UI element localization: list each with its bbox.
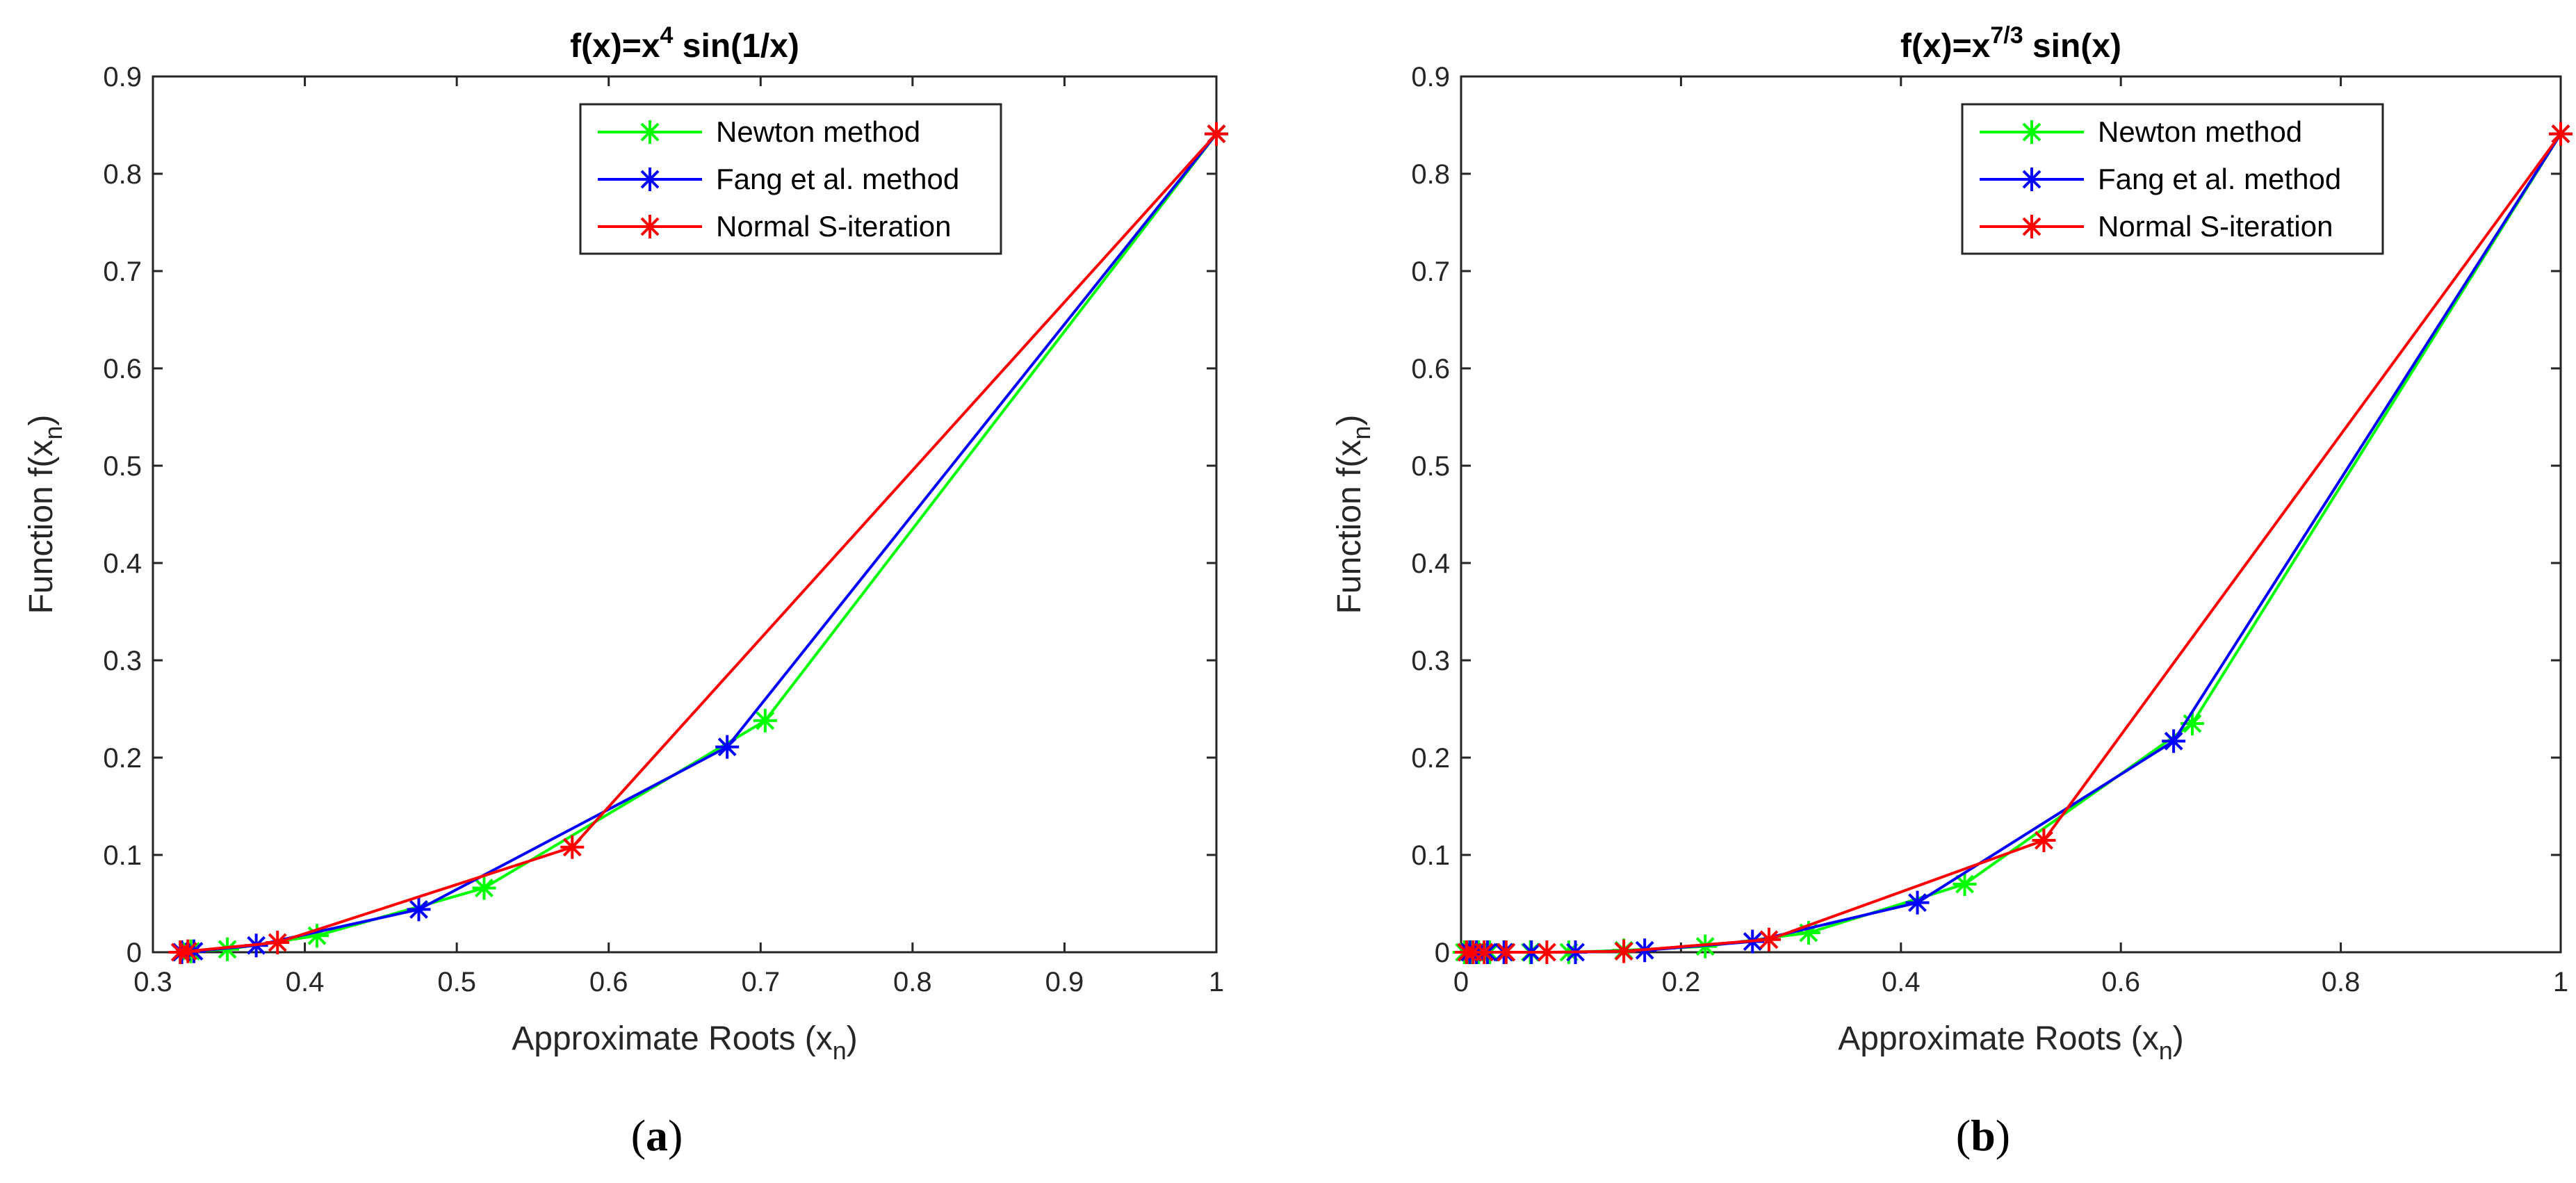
legend-label: Fang et al. method (716, 163, 959, 195)
x-tick-label: 0.7 (741, 967, 780, 997)
data-point (1205, 122, 1228, 146)
chart-panel-a: f(x)=x4 sin(1/x) 0.3 0.4 0.5 0.6 0.7 0.8 0.9 10… (23, 22, 1228, 1160)
legend-label: Fang et al. method (2098, 163, 2341, 195)
chart-title: f(x)=x7/3 sin(x) (1900, 22, 2121, 65)
data-point (1905, 890, 1930, 915)
data-point (266, 931, 290, 954)
x-tick-label: 0.8 (893, 967, 932, 997)
data-point (2032, 829, 2056, 852)
x-tick-label: 0.2 (1662, 967, 1701, 997)
data-point (1953, 872, 1977, 896)
data-point (305, 924, 329, 948)
legend: Newton method Fang et al. method Normal S-… (579, 103, 1002, 255)
data-point (2549, 122, 2573, 146)
y-tick-label: 0.5 (1411, 451, 1450, 482)
y-tick-label: 0.1 (1411, 840, 1450, 871)
figure-caption-b: (b) (1956, 1111, 2010, 1160)
data-point (715, 735, 740, 759)
legend-marker (2020, 120, 2044, 144)
x-tick-label: 0.6 (2101, 967, 2140, 997)
y-axis-label: Function f(xn) (1331, 415, 1376, 614)
y-tick-label: 0.3 (103, 646, 142, 676)
legend-label: Newton method (716, 115, 920, 148)
legend-item: Fang et al. method (598, 163, 959, 195)
x-tick-label: 0.9 (1045, 967, 1084, 997)
y-tick-label: 0.7 (1411, 256, 1450, 287)
data-point (1796, 921, 1820, 945)
x-tick-label: 1 (2553, 967, 2568, 997)
y-tick-label: 0 (127, 938, 142, 968)
figure-caption-a: (a) (631, 1111, 683, 1160)
x-axis-label: Approximate Roots (xn) (1838, 1020, 2184, 1065)
legend-marker (2020, 168, 2044, 191)
x-axis-label: Approximate Roots (xn) (512, 1020, 858, 1065)
y-tick-label: 0.2 (1411, 743, 1450, 774)
y-tick-label: 0.9 (103, 62, 142, 92)
legend-marker (638, 215, 662, 238)
data-point (1756, 927, 1781, 952)
legend-item: Normal S-iteration (598, 210, 951, 243)
y-tick-label: 0.8 (103, 159, 142, 190)
y-tick-label: 0.4 (1411, 548, 1450, 579)
legend-marker (638, 168, 662, 191)
legend-item: Newton method (1980, 115, 2302, 148)
chart-panel-b: f(x)=x7/3 sin(x) 0 0.2 0.4 0.6 0.8 1 0 0.1 0.2 0.… (1331, 22, 2573, 1160)
data-point (753, 708, 777, 733)
legend-label: Normal S-iteration (2098, 210, 2333, 243)
data-point (1535, 940, 1559, 964)
data-point (407, 897, 431, 922)
legend: Newton method Fang et al. method Normal S-… (1961, 103, 2384, 255)
y-tick-label: 0.1 (103, 840, 142, 871)
y-axis-label: Function f(xn) (23, 415, 67, 614)
series-layer (1452, 122, 2573, 964)
legend-item: Normal S-iteration (1980, 210, 2333, 243)
legend-label: Newton method (2098, 115, 2302, 148)
x-tick-label: 0.3 (133, 967, 172, 997)
data-point (1494, 940, 1518, 964)
data-point (472, 876, 496, 900)
x-tick-label: 0.5 (437, 967, 476, 997)
x-tick-label: 0.8 (2322, 967, 2361, 997)
data-point (168, 940, 193, 964)
y-tick-label: 0.6 (1411, 354, 1450, 384)
legend-item: Fang et al. method (1980, 163, 2341, 195)
y-tick-label: 0.5 (103, 451, 142, 482)
data-point (2180, 712, 2205, 735)
data-point (1612, 939, 1636, 963)
x-tick-label: 1 (1209, 967, 1224, 997)
chart-title: f(x)=x4 sin(1/x) (570, 22, 799, 65)
y-tick-label: 0.4 (103, 548, 142, 579)
x-tick-label: 0.4 (286, 967, 325, 997)
axis-ticks: 0.3 0.4 0.5 0.6 0.7 0.8 0.9 1 0 0.1 0.2 0.3 0.4 0.5 0.… (103, 62, 1224, 997)
y-tick-label: 0 (1435, 938, 1450, 968)
legend-item: Newton method (598, 115, 920, 148)
x-tick-label: 0 (1453, 967, 1469, 997)
y-tick-label: 0.3 (1411, 646, 1450, 676)
data-point (560, 835, 585, 859)
y-tick-label: 0.7 (103, 256, 142, 287)
y-tick-label: 0.6 (103, 354, 142, 384)
x-tick-label: 0.6 (589, 967, 628, 997)
data-point (2162, 729, 2186, 753)
legend-marker (638, 120, 662, 144)
series-layer (168, 122, 1228, 964)
x-tick-label: 0.4 (1882, 967, 1921, 997)
data-point (1454, 940, 1478, 964)
axis-ticks: 0 0.2 0.4 0.6 0.8 1 0 0.1 0.2 0.3 0.4 0.5 0.6 0.7 0.8 0… (1411, 62, 2568, 997)
y-tick-label: 0.8 (1411, 159, 1450, 190)
y-tick-label: 0.2 (103, 743, 142, 774)
legend-marker (2020, 215, 2044, 238)
legend-label: Normal S-iteration (716, 210, 951, 243)
y-tick-label: 0.9 (1411, 62, 1450, 92)
